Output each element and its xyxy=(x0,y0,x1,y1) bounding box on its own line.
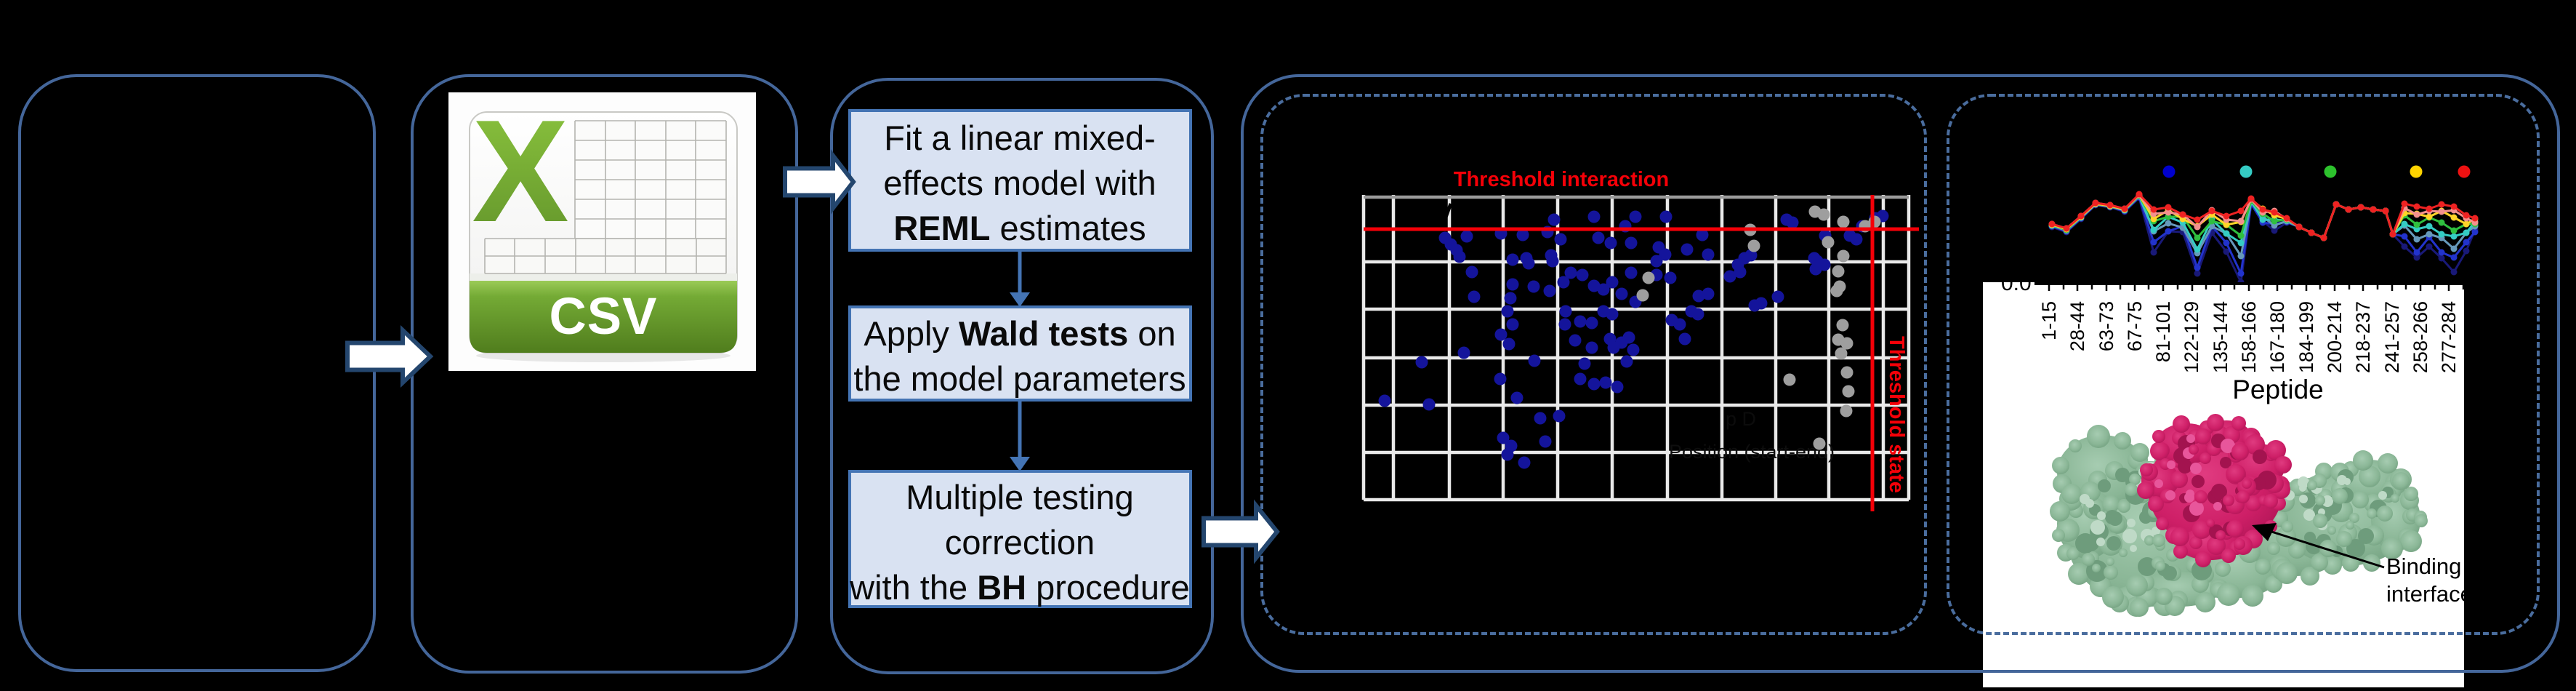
svg-text:0.0: 0.0 xyxy=(2001,271,2032,295)
svg-text:258-266: 258-266 xyxy=(2410,301,2431,373)
svg-text:the model parameters: the model parameters xyxy=(853,359,1186,398)
svg-text:interface: interface xyxy=(2386,581,2473,607)
svg-text:Position (start-end): Position (start-end) xyxy=(1669,441,1835,463)
svg-text:REML estimates: REML estimates xyxy=(893,209,1146,247)
svg-text:CSV: CSV xyxy=(550,288,658,346)
svg-text:200-214: 200-214 xyxy=(2324,301,2346,373)
svg-text:Peptide: Peptide xyxy=(2232,375,2324,404)
svg-text:Fit a linear mixed-: Fit a linear mixed- xyxy=(884,119,1156,157)
svg-text:Binding: Binding xyxy=(2386,554,2461,579)
svg-text:with the BH procedure: with the BH procedure xyxy=(849,568,1190,607)
svg-text:Threshold state: Threshold state xyxy=(1885,336,1908,493)
svg-text:277-284: 277-284 xyxy=(2438,301,2460,373)
svg-text:67-75: 67-75 xyxy=(2124,301,2146,351)
svg-text:158-166: 158-166 xyxy=(2238,301,2260,373)
svg-text:Threshold interaction: Threshold interaction xyxy=(1454,168,1669,191)
svg-text:effects model with: effects model with xyxy=(883,164,1156,202)
svg-text:28-44: 28-44 xyxy=(2066,301,2088,351)
svg-text:167-180: 167-180 xyxy=(2266,301,2288,373)
svg-text:p D: p D xyxy=(1726,408,1756,430)
svg-text:63-73: 63-73 xyxy=(2096,301,2117,351)
svg-text:241-257: 241-257 xyxy=(2381,301,2403,373)
svg-text:1-15: 1-15 xyxy=(2038,301,2060,340)
svg-text:Multiple testing: Multiple testing xyxy=(906,478,1134,516)
svg-text:218-237: 218-237 xyxy=(2352,301,2374,373)
svg-text:Apply Wald tests on: Apply Wald tests on xyxy=(864,314,1175,353)
svg-text:X: X xyxy=(472,90,568,252)
svg-text:correction: correction xyxy=(945,523,1095,562)
svg-text:81-101: 81-101 xyxy=(2152,301,2174,362)
svg-text:122-129: 122-129 xyxy=(2181,301,2202,373)
svg-text:135-144: 135-144 xyxy=(2210,301,2231,373)
svg-text:184-199: 184-199 xyxy=(2295,301,2317,373)
